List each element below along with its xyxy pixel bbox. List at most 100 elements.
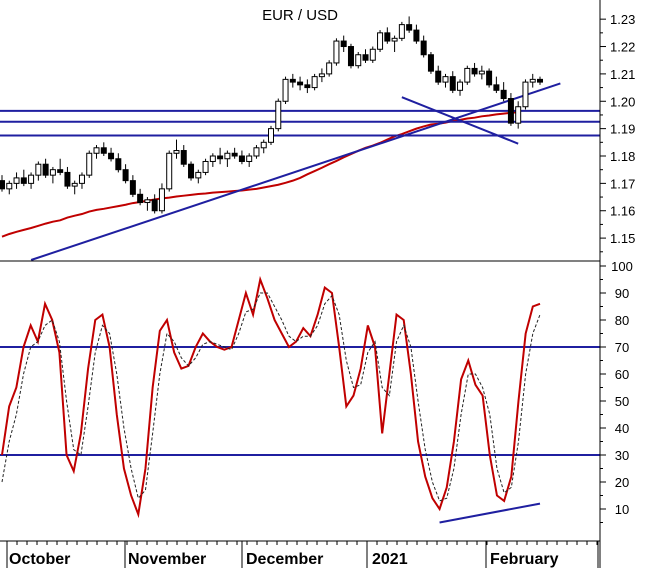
candle-body-up bbox=[166, 152, 173, 190]
candle-body-down bbox=[486, 70, 493, 86]
stochastic-tick-label: 30 bbox=[615, 448, 629, 463]
month-label: December bbox=[246, 551, 323, 568]
candle-body-up bbox=[333, 40, 340, 64]
candle-body-down bbox=[188, 163, 195, 179]
candle bbox=[362, 49, 369, 63]
candle-body-up bbox=[457, 81, 464, 91]
candle-body-up bbox=[144, 199, 151, 204]
candle bbox=[57, 158, 64, 176]
candle bbox=[369, 46, 376, 63]
candle bbox=[391, 35, 398, 52]
candle-body-up bbox=[78, 174, 85, 184]
candle bbox=[115, 153, 122, 173]
candle-body-down bbox=[180, 150, 187, 165]
candle-body-up bbox=[86, 152, 93, 176]
candle bbox=[137, 188, 144, 206]
candle bbox=[122, 164, 129, 184]
candle-body-down bbox=[413, 29, 420, 42]
stochastic-k-line bbox=[1, 275, 541, 519]
candle bbox=[20, 169, 27, 187]
candle bbox=[377, 30, 384, 52]
candle bbox=[209, 153, 216, 167]
price-panel: EUR / USD 1.231.221.211.201.191.181.171.… bbox=[0, 7, 635, 261]
long-term-uptrend-line bbox=[30, 82, 561, 261]
candle bbox=[78, 172, 85, 189]
candle bbox=[231, 147, 238, 159]
candle-body-up bbox=[202, 160, 209, 173]
candle-body-up bbox=[377, 32, 384, 50]
candle-body-up bbox=[35, 163, 42, 176]
candle bbox=[420, 35, 427, 58]
candle-body-up bbox=[275, 100, 282, 130]
candle bbox=[442, 73, 449, 88]
price-y-axis: 1.23 1.22 1.21 1.20 1.19 1.18 1.17 1.16 1.15 bbox=[600, 12, 635, 253]
candle bbox=[217, 147, 224, 165]
candle-body-down bbox=[57, 169, 64, 173]
candle bbox=[413, 24, 420, 44]
candle bbox=[522, 79, 529, 110]
candle bbox=[129, 175, 136, 198]
stochastic-tick-label: 50 bbox=[615, 394, 629, 409]
candle-body-down bbox=[427, 54, 434, 72]
month-label: November bbox=[128, 551, 206, 568]
candle-body-down bbox=[151, 199, 158, 212]
candle-body-down bbox=[122, 169, 129, 182]
candle-body-down bbox=[493, 84, 500, 91]
stochastic-tick-label: 60 bbox=[615, 367, 629, 382]
price-tick-label: 1.18 bbox=[610, 149, 635, 164]
candle bbox=[486, 68, 493, 88]
candle-body-down bbox=[238, 155, 245, 162]
candle-body-up bbox=[268, 128, 274, 143]
candle-body-up bbox=[260, 141, 267, 149]
candle bbox=[507, 93, 514, 126]
candle-body-down bbox=[0, 180, 5, 190]
stochastic-tick-label: 70 bbox=[615, 340, 629, 355]
candle bbox=[246, 153, 253, 167]
price-tick-label: 1.15 bbox=[610, 231, 635, 246]
candle-body-up bbox=[6, 182, 13, 190]
downtrend-line bbox=[401, 96, 519, 145]
candle bbox=[398, 21, 405, 42]
candle bbox=[253, 145, 260, 159]
candle-body-up bbox=[355, 54, 362, 67]
candle bbox=[108, 147, 115, 162]
stochastic-series bbox=[1, 275, 541, 519]
price-tick-label: 1.22 bbox=[610, 40, 635, 55]
candle bbox=[384, 27, 391, 44]
candle-body-down bbox=[137, 193, 144, 204]
stochastic-tick-label: 100 bbox=[611, 259, 633, 274]
candle-body-up bbox=[93, 147, 100, 154]
candle bbox=[471, 62, 478, 77]
candle-body-up bbox=[13, 177, 20, 184]
stochastic-threshold-lines bbox=[0, 346, 600, 456]
candle bbox=[435, 65, 442, 85]
stochastic-tick-label: 80 bbox=[615, 313, 629, 328]
candle-body-down bbox=[115, 158, 122, 171]
price-tick-label: 1.20 bbox=[610, 94, 635, 109]
candle bbox=[151, 194, 158, 214]
candle-body-up bbox=[224, 152, 231, 160]
trendlines bbox=[30, 82, 561, 261]
candle bbox=[144, 197, 151, 211]
candle bbox=[500, 82, 507, 102]
candle-body-down bbox=[100, 147, 107, 154]
candle-body-up bbox=[28, 174, 35, 184]
candle bbox=[195, 169, 202, 184]
candle-body-down bbox=[340, 40, 347, 48]
candle-body-down bbox=[297, 81, 304, 86]
candle bbox=[100, 142, 107, 156]
candle bbox=[449, 71, 456, 94]
candle-body-up bbox=[318, 73, 325, 78]
candle bbox=[260, 139, 267, 154]
candle bbox=[340, 35, 347, 52]
candle-body-down bbox=[304, 84, 311, 89]
candle-body-up bbox=[442, 76, 449, 83]
candle bbox=[289, 73, 296, 88]
candle bbox=[180, 145, 187, 167]
candle bbox=[224, 150, 231, 167]
price-tick-label: 1.17 bbox=[610, 176, 635, 191]
candle bbox=[464, 65, 471, 85]
candle-body-up bbox=[246, 155, 253, 162]
